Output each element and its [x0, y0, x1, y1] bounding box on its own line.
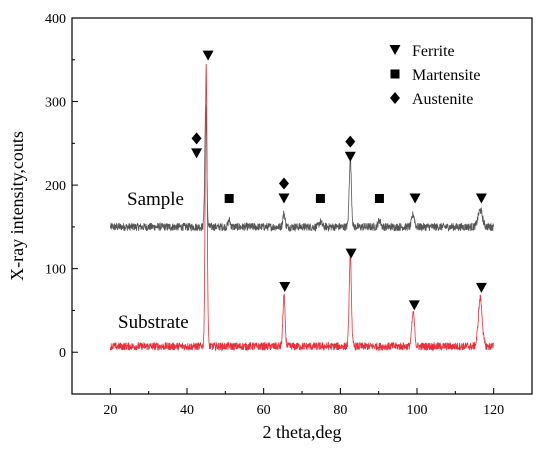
legend-label: Austenite	[412, 91, 473, 108]
series-label-sample: Sample	[127, 189, 184, 210]
legend-label: Ferrite	[412, 43, 455, 60]
triangle-down-marker	[409, 193, 421, 204]
series-label-substrate: Substrate	[118, 312, 189, 333]
x-tick-label: 40	[180, 403, 194, 418]
triangle-down-marker	[202, 50, 214, 61]
phase-markers	[191, 50, 487, 311]
x-tick-label: 20	[103, 403, 117, 418]
legend-triangle-down-icon	[389, 45, 401, 55]
triangle-down-marker	[344, 151, 356, 162]
x-axis-title: 2 theta,deg	[263, 422, 342, 442]
square-marker	[315, 193, 325, 203]
diamond-marker	[278, 177, 289, 190]
series-labels: Sample Substrate	[118, 189, 189, 333]
x-axis: 20 40 60 80 100 120	[103, 388, 504, 418]
y-tick-label: 300	[45, 96, 66, 111]
triangle-down-marker	[475, 282, 487, 293]
x-tick-label: 60	[257, 403, 271, 418]
triangle-down-marker	[345, 248, 357, 259]
x-tick-label: 100	[407, 403, 428, 418]
legend-label: Martensite	[412, 67, 480, 84]
x-tick-label: 120	[483, 403, 504, 418]
y-tick-label: 0	[59, 346, 66, 361]
series-line-sample	[109, 104, 494, 233]
plot-lines	[109, 63, 494, 352]
triangle-down-marker	[278, 193, 290, 204]
triangle-down-marker	[191, 148, 203, 159]
triangle-down-marker	[475, 193, 487, 204]
legend-square-icon	[390, 69, 400, 79]
square-marker	[374, 193, 384, 203]
square-marker	[224, 193, 234, 203]
diamond-marker	[191, 132, 202, 145]
series-line-substrate	[109, 63, 494, 352]
y-axis-title: X-ray intensity,couts	[7, 131, 27, 281]
legend-diamond-icon	[390, 92, 400, 104]
diamond-marker	[345, 135, 356, 148]
triangle-down-marker	[279, 282, 291, 293]
x-tick-label: 80	[333, 403, 347, 418]
y-tick-label: 200	[45, 179, 66, 194]
y-axis: 0 100 200 300 400	[45, 12, 78, 361]
y-tick-label: 400	[45, 12, 66, 27]
triangle-down-marker	[408, 300, 420, 311]
y-tick-label: 100	[45, 263, 66, 278]
legend: Ferrite Martensite Austenite	[389, 43, 480, 108]
